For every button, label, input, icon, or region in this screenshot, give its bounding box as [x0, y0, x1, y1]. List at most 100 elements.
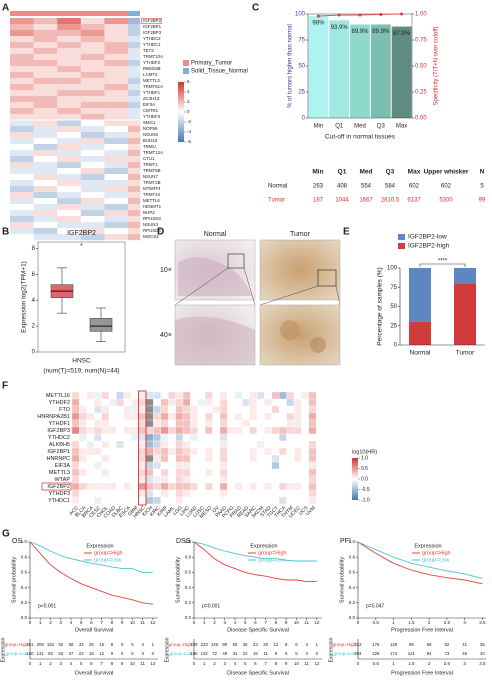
heatmap-cell [10, 150, 34, 157]
gene-label: EIF3A [143, 102, 155, 107]
heatmap-cell [145, 496, 154, 505]
heatmap-cell [104, 228, 129, 235]
gene-label: TET2 [143, 48, 154, 53]
heatmap-cell [123, 468, 132, 477]
heatmap-cell [131, 447, 139, 456]
heatmap-cell [242, 489, 250, 498]
x-tick-label: Normal [410, 350, 432, 357]
heatmap-cell [190, 419, 198, 428]
heatmap-cell [57, 66, 81, 73]
survival-curve [193, 541, 317, 582]
heatmap-cell [128, 204, 141, 211]
risk-row-label: group=High [333, 642, 357, 647]
heatmap-cell [57, 90, 81, 97]
heatmap-cell [57, 228, 81, 235]
heatmap-cell [71, 489, 80, 498]
risk-count: 55 [233, 642, 238, 647]
heatmap-cell [104, 60, 129, 67]
heatmap-cell [80, 144, 105, 151]
heatmap-cell [57, 132, 81, 139]
x-tick-label: 10 [294, 620, 300, 625]
heatmap-cell [205, 433, 213, 442]
heatmap-cell [212, 489, 221, 498]
heatmap-cell [86, 433, 95, 442]
heatmap-cell [168, 461, 176, 470]
gene-label: SMG1 [143, 120, 156, 125]
heatmap-cell [256, 482, 265, 491]
risk-count: 23 [253, 642, 258, 647]
y2-tick-label: 0.75 [415, 38, 427, 44]
heatmap-cell [286, 440, 295, 449]
heatmap-cell [286, 391, 295, 400]
heatmap-cell [219, 447, 228, 456]
risk-x-tick-label: 0 [193, 661, 196, 666]
bar-value-label: 93.9% [331, 25, 349, 31]
heatmap-cell [219, 419, 228, 428]
heatmap-cell [138, 454, 147, 463]
heatmap-cell [57, 222, 81, 229]
y-tick-label: 0.0 [349, 615, 356, 620]
bar [329, 20, 350, 118]
highlight-column [138, 390, 147, 506]
heatmap-cell [33, 54, 58, 61]
heatmap-cell [104, 186, 129, 193]
heatmap-cell [86, 489, 95, 498]
risk-count: 5 [131, 642, 134, 647]
y-tick-label: 4 [32, 298, 36, 304]
risk-count: 6 [121, 642, 124, 647]
highlight-box [141, 18, 162, 24]
column-label: Tumor [290, 231, 311, 238]
heatmap-cell [293, 468, 302, 477]
heatmap-cell [271, 496, 280, 505]
legend-label: group=High [94, 550, 123, 556]
plot-frame [37, 241, 126, 353]
risk-count: 186 [190, 651, 198, 656]
heatmap-cell [242, 405, 250, 414]
heatmap-cell [57, 162, 81, 169]
heatmap-cell [190, 475, 198, 484]
heatmap-cell [79, 426, 87, 435]
heatmap-cell [301, 433, 309, 442]
heatmap-cell [160, 489, 169, 498]
heatmap-cell [249, 489, 258, 498]
heatmap-cell [116, 391, 124, 400]
gene-label: CTU1 [143, 156, 155, 161]
survival-curve [29, 541, 153, 605]
x-tick-label: 7 [100, 620, 103, 625]
y-tick-label: 25 [390, 323, 397, 329]
heatmap-cell [205, 440, 213, 449]
heatmap-cell [145, 440, 154, 449]
heatmap-cell [80, 186, 105, 193]
risk-count: 89 [222, 642, 227, 647]
heatmap-cell [182, 398, 191, 407]
legend-swatch [183, 68, 189, 74]
heatmap-cell [80, 174, 105, 181]
heatmap-cell [212, 475, 221, 484]
risk-count: 37 [69, 651, 74, 656]
heatmap-cell [131, 440, 139, 449]
y-tick-label: 0.8 [349, 554, 356, 559]
heatmap-cell [116, 426, 124, 435]
heatmap-cell [86, 461, 95, 470]
heatmap-cell [308, 454, 317, 463]
heatmap-cell [256, 419, 265, 428]
bar [391, 26, 412, 118]
gene-label: IGF2BP2 [143, 18, 162, 23]
heatmap-cell [182, 433, 191, 442]
heatmap-cell [168, 433, 176, 442]
x-tick-label: 1.5 [408, 620, 415, 625]
heatmap-cell [190, 489, 198, 498]
stacked-bar [454, 283, 476, 345]
y-axis-label: Expression log2(TPM+1) [21, 261, 28, 333]
heatmap-cell [279, 496, 287, 505]
heatmap-cell [123, 398, 132, 407]
risk-count: 34 [480, 651, 485, 656]
heatmap-cell [190, 468, 198, 477]
heatmap-cell [271, 433, 280, 442]
heatmap-cell [57, 186, 81, 193]
heatmap-cell [279, 461, 287, 470]
gene-label: TRMU [143, 144, 156, 149]
risk-count: 239 [190, 642, 198, 647]
risk-count: 6 [285, 651, 288, 656]
heatmap-cell [10, 108, 34, 115]
